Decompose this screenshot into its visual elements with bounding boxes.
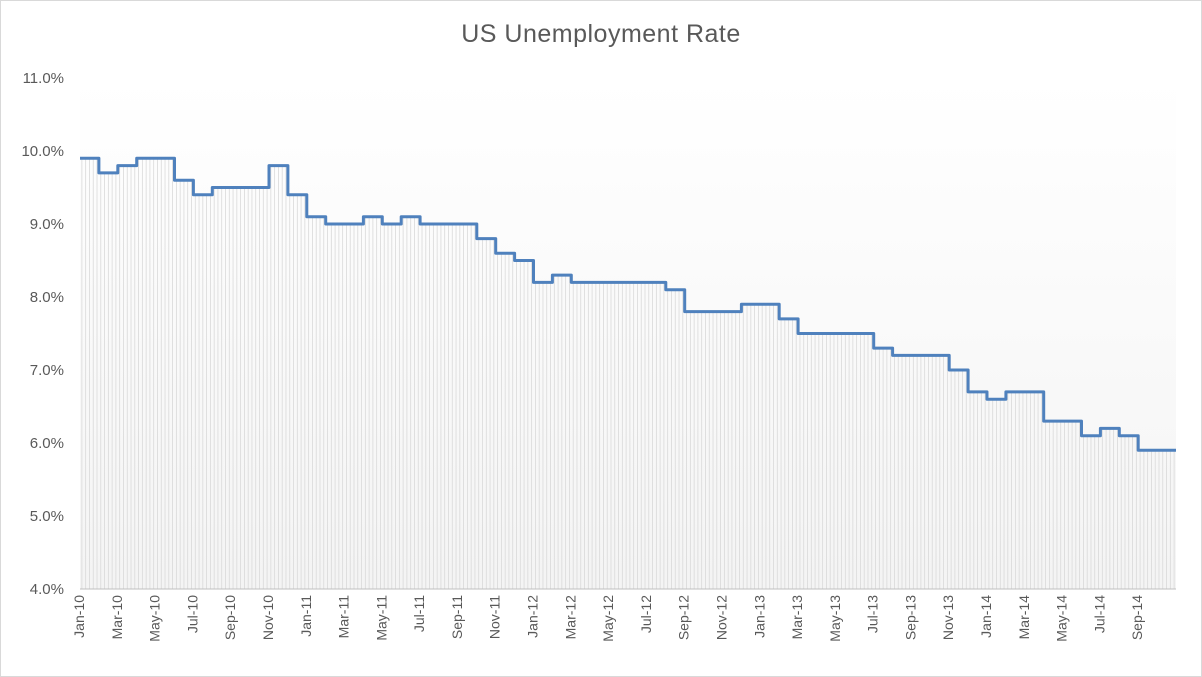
y-tick-label: 4.0% bbox=[30, 581, 64, 598]
x-tick-label: Sep-13 bbox=[902, 595, 918, 640]
x-tick-label: Jan-14 bbox=[978, 595, 994, 638]
x-tick-label: Nov-12 bbox=[713, 595, 729, 640]
x-tick-label: Sep-14 bbox=[1129, 595, 1145, 640]
x-tick-label: May-14 bbox=[1054, 595, 1070, 642]
x-tick-label: Mar-13 bbox=[789, 595, 805, 640]
x-tick-label: Nov-10 bbox=[260, 595, 276, 640]
x-tick-label: Jan-13 bbox=[751, 595, 767, 638]
y-tick-label: 11.0% bbox=[23, 70, 64, 87]
chart-title: US Unemployment Rate bbox=[461, 20, 741, 48]
x-tick-label: Sep-12 bbox=[676, 595, 692, 640]
x-tick-label: Nov-11 bbox=[487, 595, 503, 639]
x-tick-label: May-10 bbox=[147, 595, 163, 642]
y-tick-label: 6.0% bbox=[30, 435, 64, 452]
y-tick-label: 8.0% bbox=[30, 289, 64, 306]
x-tick-label: Jul-12 bbox=[638, 595, 654, 633]
x-tick-label: May-12 bbox=[600, 595, 616, 642]
x-tick-label: Mar-11 bbox=[336, 595, 352, 639]
x-tick-label: Jan-11 bbox=[298, 595, 314, 637]
x-tick-label: Jul-13 bbox=[865, 595, 881, 633]
x-tick-label: Mar-12 bbox=[562, 595, 578, 640]
y-tick-label: 9.0% bbox=[30, 216, 64, 233]
x-tick-label: Jan-10 bbox=[71, 595, 87, 638]
y-tick-label: 5.0% bbox=[30, 508, 64, 525]
x-tick-label: May-11 bbox=[373, 595, 389, 641]
x-tick-label: May-13 bbox=[827, 595, 843, 642]
series-line bbox=[80, 156, 1176, 452]
x-tick-label: Sep-11 bbox=[449, 595, 465, 639]
x-tick-label: Jul-14 bbox=[1091, 595, 1107, 633]
y-tick-label: 7.0% bbox=[30, 362, 64, 379]
x-tick-label: Jul-10 bbox=[184, 595, 200, 633]
x-tick-label: Nov-13 bbox=[940, 595, 956, 640]
y-tick-label: 10.0% bbox=[21, 143, 64, 160]
plot-area bbox=[80, 78, 1176, 589]
x-tick-label: Sep-10 bbox=[222, 595, 238, 640]
x-tick-label: Mar-14 bbox=[1016, 595, 1032, 640]
x-tick-label: Mar-10 bbox=[109, 595, 125, 640]
x-tick-label: Jan-12 bbox=[525, 595, 541, 638]
x-tick-label: Jul-11 bbox=[411, 595, 427, 632]
